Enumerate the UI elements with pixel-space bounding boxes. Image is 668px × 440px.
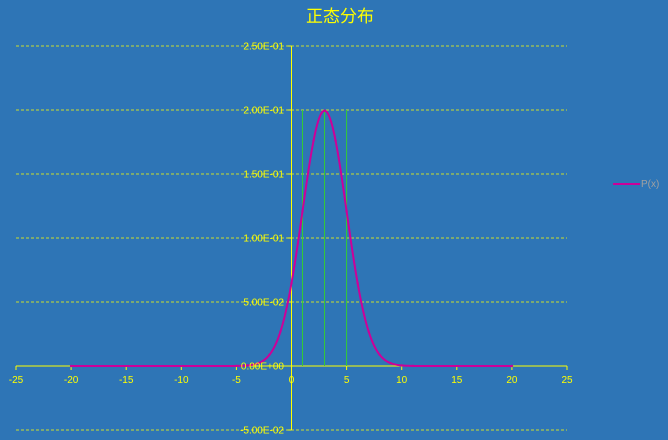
x-tick-label: -5 [232,375,241,386]
legend[interactable]: P(x) [613,179,659,190]
x-tick-label: 20 [506,375,518,386]
x-tick-label: 15 [451,375,463,386]
y-tick-label: 2.50E-01 [243,42,284,53]
data-point [389,361,392,365]
y-tick-label: 0.00E+00 [241,362,285,373]
y-tick-label: -5.00E-02 [240,426,284,437]
data-point [367,330,370,333]
x-tick-label: 10 [396,375,408,386]
series-layer [69,109,514,368]
tick-labels: -5.00E-02 0.00E+00 5.00E-02 1.00E-01 1.50E-0… [9,42,573,437]
vertical-markers [302,110,348,366]
x-tick-label: -25 [9,375,24,386]
data-point [345,209,348,213]
x-tick-label: -15 [119,375,134,386]
data-point [257,361,260,365]
x-tick-label: -10 [174,375,189,386]
data-point [246,364,249,367]
x-tick-label: 5 [344,375,350,386]
y-tick-label: 2.00E-01 [243,106,284,117]
data-point [323,109,326,112]
y-tick-label: 1.00E-01 [243,234,284,245]
data-point [411,364,414,368]
data-point [69,364,73,368]
legend-label-px: P(x) [641,179,659,190]
y-tick-label: 1.50E-01 [243,170,284,181]
chart-title: 正态分布 [306,7,374,27]
x-tick-label: -20 [64,375,79,386]
x-tick-label: 0 [289,375,295,386]
data-point [279,330,282,333]
data-point [312,139,315,142]
data-point [235,364,238,368]
data-point [378,353,381,356]
x-tick-label: 25 [561,375,573,386]
data-point [356,281,359,285]
data-point [510,364,514,368]
data-point [334,139,337,142]
data-point [301,209,304,213]
data-point [400,364,403,367]
data-point [268,353,271,356]
data-point [290,281,293,285]
y-tick-label: 5.00E-02 [243,298,284,309]
